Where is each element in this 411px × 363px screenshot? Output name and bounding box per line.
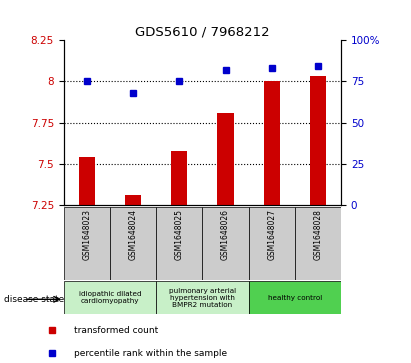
Text: GSM1648027: GSM1648027 [267,209,276,260]
Bar [156,207,203,280]
Bar [171,151,187,205]
Text: transformed count: transformed count [74,326,158,335]
Bar [110,207,156,280]
Bar [249,281,341,314]
Bar [217,113,233,205]
Text: disease state: disease state [4,295,65,304]
Bar [310,76,326,205]
Text: percentile rank within the sample: percentile rank within the sample [74,348,227,358]
Text: GSM1648028: GSM1648028 [314,209,323,260]
Text: pulmonary arterial
hypertension with
BMPR2 mutation: pulmonary arterial hypertension with BMP… [169,287,236,308]
Bar [295,207,341,280]
Bar [125,195,141,205]
Bar [64,207,110,280]
Bar [156,281,249,314]
Bar [264,81,280,205]
Text: GSM1648024: GSM1648024 [129,209,138,260]
Text: GSM1648025: GSM1648025 [175,209,184,260]
Bar [249,207,295,280]
Bar [203,207,249,280]
Bar [79,157,95,205]
Text: GSM1648023: GSM1648023 [82,209,91,260]
Title: GDS5610 / 7968212: GDS5610 / 7968212 [135,26,270,39]
Text: healthy control: healthy control [268,295,322,301]
Bar [64,281,156,314]
Text: idiopathic dilated
cardiomyopathy: idiopathic dilated cardiomyopathy [79,291,141,304]
Text: GSM1648026: GSM1648026 [221,209,230,260]
